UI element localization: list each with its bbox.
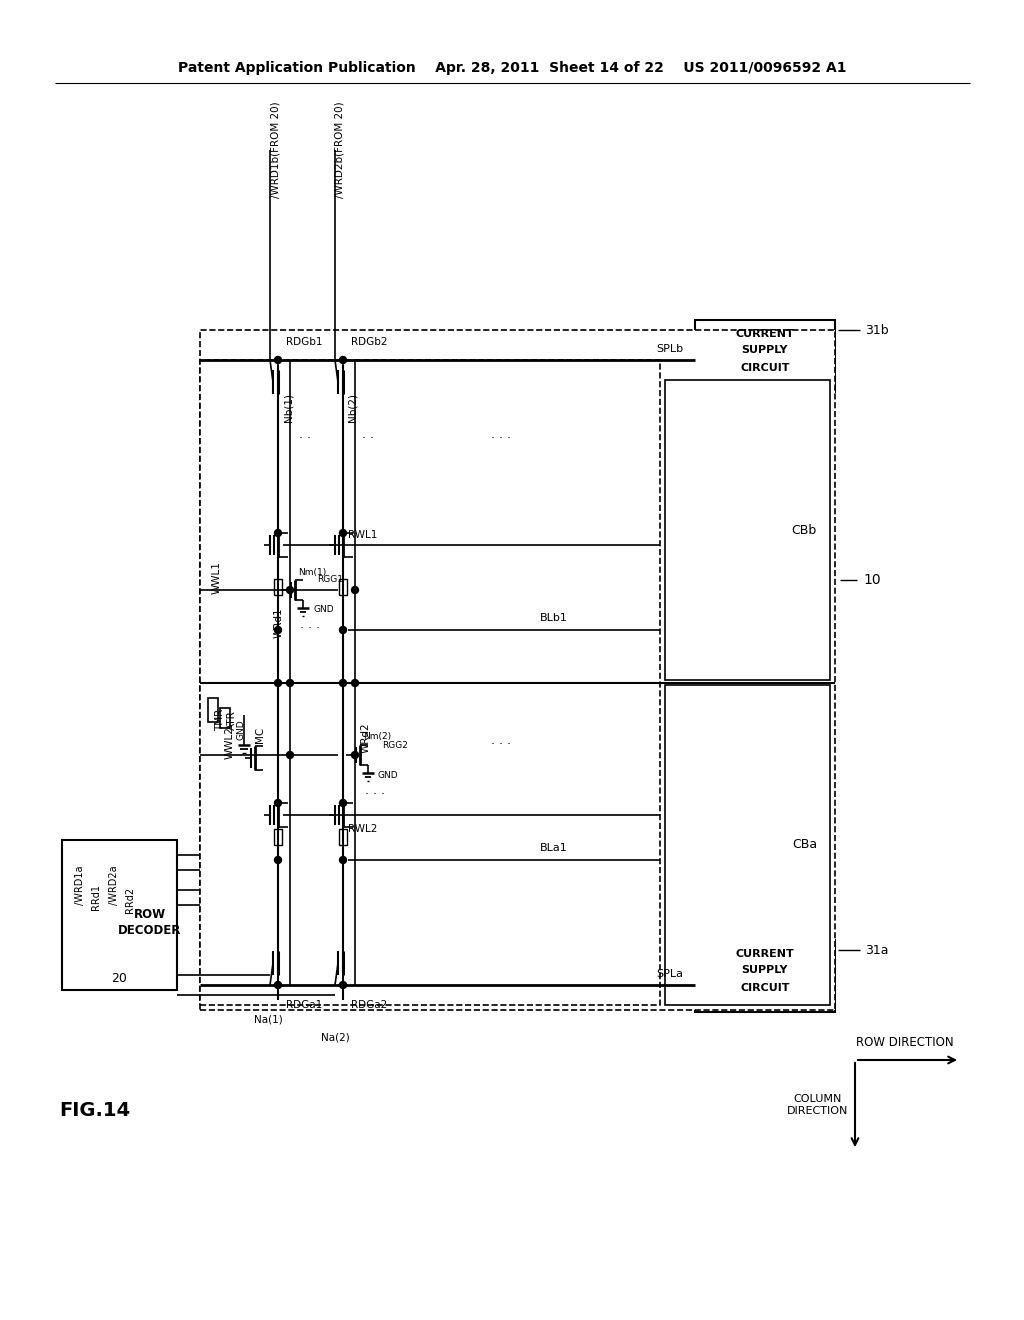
Text: SUPPLY: SUPPLY — [741, 345, 788, 355]
Circle shape — [274, 356, 282, 363]
Bar — [695, 319, 835, 392]
Circle shape — [340, 800, 346, 807]
Circle shape — [274, 627, 282, 634]
Circle shape — [340, 857, 346, 863]
Text: Nb(1): Nb(1) — [283, 393, 293, 422]
Bar — [339, 829, 347, 845]
Text: Na(1): Na(1) — [254, 1015, 283, 1026]
Bar — [665, 380, 830, 680]
Text: ROW DIRECTION: ROW DIRECTION — [856, 1035, 953, 1048]
Bar — [274, 829, 282, 845]
Text: RDGb1: RDGb1 — [286, 337, 323, 347]
Text: SPLa: SPLa — [656, 969, 683, 979]
Circle shape — [340, 529, 346, 536]
Text: 31b: 31b — [865, 323, 889, 337]
Text: CBb: CBb — [792, 524, 817, 536]
Circle shape — [351, 751, 358, 759]
Text: RRd2: RRd2 — [125, 887, 135, 913]
Text: . . .: . . . — [490, 734, 511, 747]
Text: WRd1: WRd1 — [274, 607, 284, 639]
Text: RGG2: RGG2 — [382, 741, 408, 750]
Circle shape — [274, 800, 282, 807]
Text: GND: GND — [378, 771, 398, 780]
Text: /WRD1a: /WRD1a — [75, 865, 85, 904]
Text: RDGa1: RDGa1 — [286, 1001, 323, 1010]
Text: /WRD2a: /WRD2a — [109, 865, 119, 904]
Text: BLa1: BLa1 — [540, 843, 567, 853]
Text: WRd2: WRd2 — [361, 722, 371, 754]
Text: TMR: TMR — [215, 709, 225, 731]
Circle shape — [287, 751, 294, 759]
Text: . .: . . — [299, 429, 311, 441]
Text: /WRD2b(FROM 20): /WRD2b(FROM 20) — [335, 102, 345, 198]
Text: DECODER: DECODER — [119, 924, 181, 937]
Bar — [339, 579, 347, 595]
Text: RWL1: RWL1 — [348, 531, 378, 540]
Text: Nm(2): Nm(2) — [362, 733, 391, 742]
Text: /WRD1b(FROM 20): /WRD1b(FROM 20) — [270, 102, 280, 198]
Text: CURRENT: CURRENT — [735, 329, 795, 339]
Text: ROW: ROW — [134, 908, 166, 921]
Bar — [274, 579, 282, 595]
Circle shape — [340, 982, 346, 989]
Text: ATR: ATR — [227, 710, 237, 730]
Text: SUPPLY: SUPPLY — [741, 965, 788, 975]
Text: CIRCUIT: CIRCUIT — [740, 983, 790, 993]
Text: COLUMN
DIRECTION: COLUMN DIRECTION — [787, 1094, 849, 1115]
Bar — [220, 708, 230, 729]
Text: Nm(1): Nm(1) — [298, 568, 327, 577]
Text: RGG1: RGG1 — [317, 576, 343, 585]
Text: . .: . . — [362, 429, 374, 441]
Text: . . .: . . . — [300, 619, 319, 631]
Circle shape — [340, 680, 346, 686]
Text: WWL2: WWL2 — [225, 726, 234, 759]
Text: 31a: 31a — [865, 944, 889, 957]
Bar — [695, 940, 835, 1012]
Text: RRd1: RRd1 — [91, 884, 101, 909]
Text: CURRENT: CURRENT — [735, 949, 795, 960]
Circle shape — [351, 586, 358, 594]
Text: RDGb2: RDGb2 — [351, 337, 387, 347]
Circle shape — [274, 529, 282, 536]
Bar — [208, 698, 218, 722]
Circle shape — [340, 627, 346, 634]
Text: . . .: . . . — [365, 784, 385, 796]
Text: CBa: CBa — [792, 838, 817, 851]
Circle shape — [274, 982, 282, 989]
Text: RDGa2: RDGa2 — [351, 1001, 387, 1010]
Text: 10: 10 — [863, 573, 881, 587]
Text: SPLb: SPLb — [656, 345, 683, 354]
Circle shape — [274, 857, 282, 863]
Bar — [200, 330, 835, 1010]
Text: 20: 20 — [112, 972, 127, 985]
Text: CIRCUIT: CIRCUIT — [740, 363, 790, 374]
Text: Patent Application Publication    Apr. 28, 2011  Sheet 14 of 22    US 2011/00965: Patent Application Publication Apr. 28, … — [178, 61, 846, 75]
Circle shape — [340, 356, 346, 363]
Text: WWL1: WWL1 — [212, 561, 222, 594]
Circle shape — [274, 680, 282, 686]
Bar — [62, 840, 177, 990]
Text: Na(2): Na(2) — [321, 1032, 349, 1041]
Text: . . .: . . . — [490, 429, 511, 441]
Text: FIG.14: FIG.14 — [59, 1101, 131, 1119]
Text: RWL2: RWL2 — [348, 824, 378, 834]
Text: GND: GND — [236, 719, 245, 741]
Text: BLb1: BLb1 — [540, 612, 568, 623]
Text: MC: MC — [255, 727, 265, 743]
Circle shape — [351, 680, 358, 686]
Text: GND: GND — [313, 606, 334, 615]
Circle shape — [287, 680, 294, 686]
Bar — [665, 685, 830, 1005]
Bar — [200, 360, 660, 1005]
Text: Nb(2): Nb(2) — [348, 393, 358, 422]
Circle shape — [287, 586, 294, 594]
